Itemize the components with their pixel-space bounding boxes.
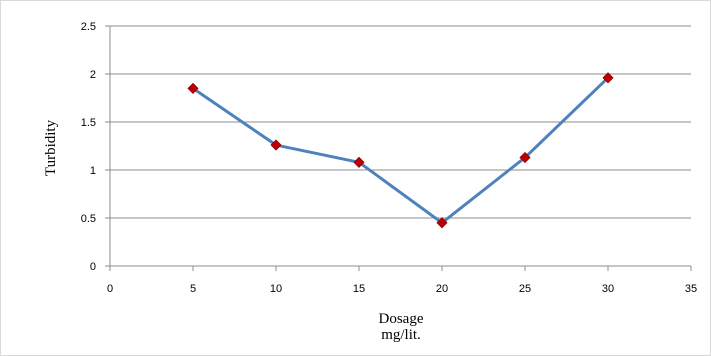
y-axis-title: Turbidity bbox=[43, 119, 59, 176]
x-tick-label-35: 35 bbox=[685, 283, 697, 295]
y-tick-label-1.5: 1.5 bbox=[81, 117, 96, 129]
x-tick-labels: 0 5 10 15 20 25 30 35 bbox=[107, 283, 697, 295]
x-tick-label-25: 25 bbox=[519, 283, 531, 295]
x-axis-title: Dosage bbox=[379, 311, 424, 327]
data-point-20 bbox=[436, 217, 448, 229]
data-point-25 bbox=[519, 151, 531, 164]
data-point-30 bbox=[602, 72, 614, 84]
gridlines bbox=[110, 25, 691, 219]
y-tick-label-1: 1 bbox=[90, 165, 96, 177]
y-tick-label-2: 2 bbox=[90, 69, 96, 81]
series-line-0 bbox=[191, 76, 610, 225]
data-point-5 bbox=[187, 82, 199, 94]
data-series bbox=[187, 72, 614, 229]
y-tick-label-0.5: 0.5 bbox=[81, 213, 96, 225]
x-tick-label-0: 0 bbox=[107, 283, 113, 295]
axes bbox=[105, 25, 692, 271]
data-point-10 bbox=[270, 139, 282, 151]
x-tick-label-20: 20 bbox=[436, 283, 448, 295]
y-tick-labels: 0 0.5 1 1.5 2 2.5 bbox=[81, 21, 96, 273]
data-point-15 bbox=[353, 156, 365, 168]
x-tick-label-15: 15 bbox=[353, 283, 365, 295]
y-tick-label-2.5: 2.5 bbox=[81, 21, 96, 33]
x-tick-label-30: 30 bbox=[602, 283, 614, 295]
y-tick-label-0: 0 bbox=[90, 261, 96, 273]
x-tick-label-5: 5 bbox=[190, 283, 196, 295]
x-axis-unit: mg/lit. bbox=[381, 327, 421, 343]
x-tick-label-10: 10 bbox=[270, 283, 282, 295]
